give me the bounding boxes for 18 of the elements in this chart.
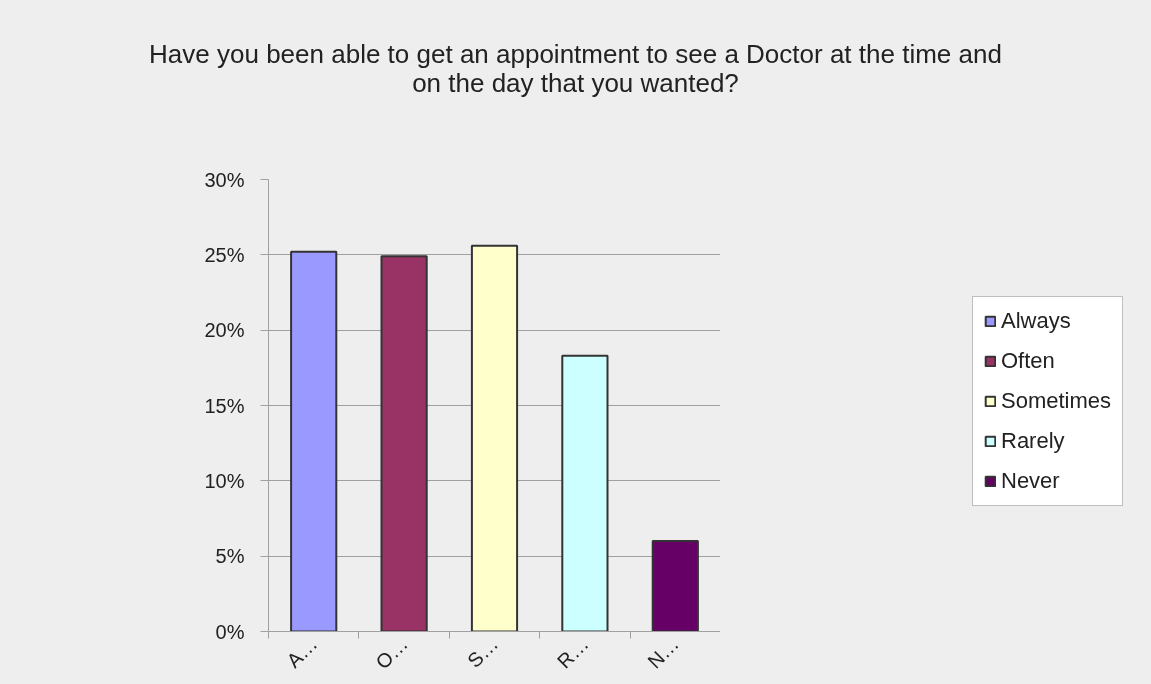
chart-title: Have you been able to get an appointment to see a Doctor at the time and on the day that you wanted? [149, 39, 1002, 98]
legend-label: Never [1001, 468, 1060, 494]
x-tick-label: A… [282, 632, 322, 672]
y-tick-label: 30% [204, 168, 245, 191]
x-tick-label: R… [552, 632, 593, 673]
x-tick-label: O… [371, 632, 412, 674]
legend-label: Sometimes [1001, 388, 1112, 414]
y-tick-label: 15% [204, 394, 245, 417]
y-tick-label: 20% [204, 319, 245, 342]
legend-label: Always [1001, 308, 1071, 334]
legend-label: Often [1001, 348, 1055, 374]
legend-label: Rarely [1001, 428, 1065, 454]
y-tick-label: 10% [204, 469, 245, 492]
y-tick-label: 0% [215, 620, 245, 643]
x-tick-label: N… [643, 632, 684, 673]
x-tick-label: S… [463, 632, 503, 672]
y-tick-label: 25% [204, 243, 245, 266]
y-tick-label: 5% [215, 545, 245, 568]
